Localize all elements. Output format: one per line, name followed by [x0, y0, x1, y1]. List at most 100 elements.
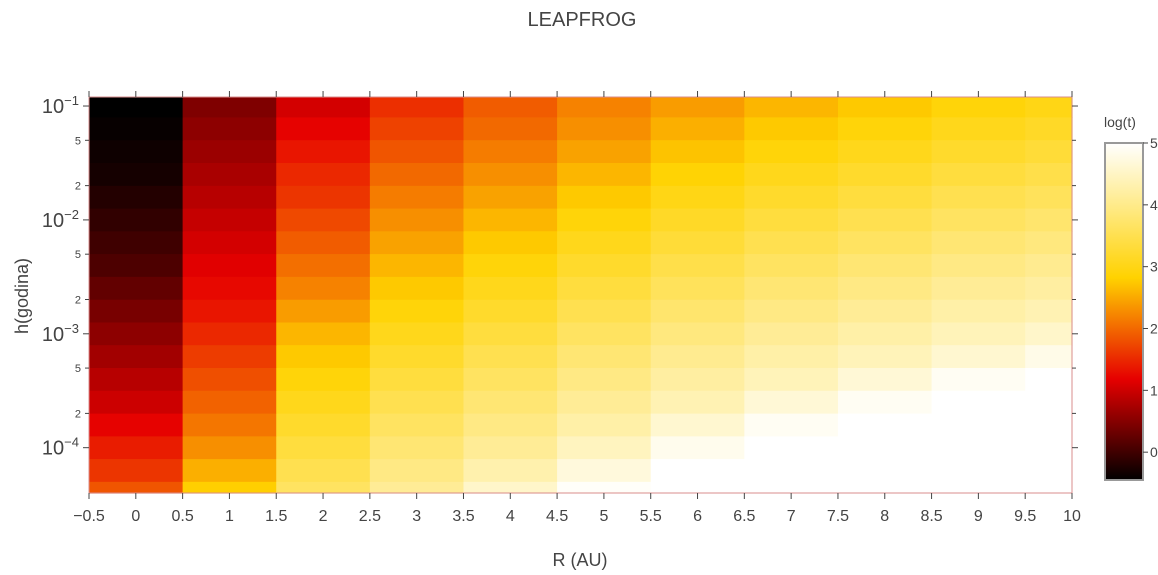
heatmap-cell: [744, 299, 839, 324]
heatmap-cell: [369, 276, 465, 301]
heatmap-cell: [463, 97, 558, 119]
heatmap-cell: [369, 162, 465, 187]
heatmap-cell: [931, 459, 1026, 483]
x-tick-label: 9: [974, 508, 983, 525]
y-tick-label-minor: 5: [75, 249, 81, 261]
heatmap-cell: [276, 162, 371, 187]
heatmap-cell: [182, 345, 277, 369]
heatmap-cell: [182, 208, 277, 232]
x-axis-title: R (AU): [553, 550, 608, 570]
heatmap-cell: [369, 254, 465, 278]
heatmap-cell: [276, 345, 371, 369]
heatmap-cell: [1025, 345, 1073, 369]
heatmap-cell: [650, 185, 745, 210]
heatmap-cell: [931, 322, 1026, 346]
heatmap-cell: [557, 97, 652, 119]
heatmap-cell: [369, 367, 465, 392]
heatmap-cell: [276, 231, 371, 255]
heatmap-cell: [744, 208, 839, 232]
x-tick-label: 1: [225, 508, 234, 525]
heatmap-cell: [89, 413, 184, 437]
heatmap-cell: [182, 162, 277, 187]
plot-frame: [88, 96, 1073, 494]
heatmap-cell: [89, 185, 184, 210]
heatmap-cell: [89, 459, 184, 483]
heatmap-cell: [369, 436, 465, 460]
heatmap-cell: [369, 117, 465, 141]
heatmap-cell: [931, 185, 1026, 210]
heatmap-cell: [89, 322, 184, 346]
heatmap-cell: [744, 459, 839, 483]
heatmap-cell: [650, 117, 745, 141]
heatmap-cell: [1025, 322, 1073, 346]
x-tick-label: 8.5: [920, 508, 942, 525]
heatmap-cell: [557, 367, 652, 392]
heatmap-cell: [650, 97, 745, 119]
y-tick-base: 10: [42, 324, 64, 346]
heatmap-cell: [557, 231, 652, 255]
heatmap-cell: [369, 390, 465, 415]
heatmap-cell: [837, 459, 933, 483]
heatmap-cell: [463, 367, 558, 392]
heatmap-cell: [837, 208, 933, 232]
heatmap-cell: [89, 140, 184, 164]
y-tick-base: 10: [42, 438, 64, 460]
x-tick-label: 5: [599, 508, 608, 525]
x-tick-label: 2.5: [359, 508, 381, 525]
heatmap-cell: [744, 231, 839, 255]
x-tick-label: 0: [131, 508, 140, 525]
y-axis-title: h(godina): [12, 258, 32, 334]
x-tick-label: 3.5: [452, 508, 474, 525]
heatmap-cell: [837, 299, 933, 324]
heatmap-cell: [650, 276, 745, 301]
chart-title: LEAPFROG: [528, 9, 637, 31]
heatmap-cell: [557, 208, 652, 232]
heatmap-cell: [369, 97, 465, 119]
x-axis: −0.5 0 0.5 1 1.5 2 2.5 3 3.5 4 4.5 5 5.5 6 6.5 7 7.5 8 8.5…: [73, 91, 1081, 525]
x-tick-label: 1.5: [265, 508, 287, 525]
heatmap-cell: [931, 140, 1026, 164]
heatmap-cell: [1025, 208, 1073, 232]
heatmap-cell: [557, 322, 652, 346]
y-tick-label-minor: 5: [75, 135, 81, 147]
heatmap-cell: [182, 390, 277, 415]
heatmap-cell: [1025, 390, 1073, 415]
x-tick-label: 5.5: [640, 508, 662, 525]
colorbar-tick-label: 0: [1150, 444, 1158, 460]
heatmap-cell: [463, 140, 558, 164]
x-tick-label: 9.5: [1014, 508, 1036, 525]
heatmap-cell: [463, 390, 558, 415]
y-tick-exponent: −2: [64, 207, 79, 222]
heatmap-cell: [276, 117, 371, 141]
heatmap-cell: [744, 140, 839, 164]
heatmap-cell: [931, 231, 1026, 255]
heatmap-cell: [557, 117, 652, 141]
heatmap-cell: [182, 322, 277, 346]
heatmap-cell: [89, 436, 184, 460]
heatmap-cell: [1025, 254, 1073, 278]
heatmap-cell: [1025, 299, 1073, 324]
heatmap-cell: [650, 436, 745, 460]
y-tick-label-minor: 2: [75, 295, 81, 307]
heatmap-cell: [369, 231, 465, 255]
heatmap-cell: [1025, 140, 1073, 164]
x-tick-label: 8: [880, 508, 889, 525]
heatmap-cell: [837, 117, 933, 141]
heatmap-cell: [1025, 162, 1073, 187]
heatmap-cell: [650, 367, 745, 392]
heatmap-cell: [463, 436, 558, 460]
heatmap-cell: [650, 345, 745, 369]
heatmap-cell: [557, 390, 652, 415]
heatmap-cell: [650, 140, 745, 164]
heatmap-cell: [182, 254, 277, 278]
heatmap-cell: [276, 276, 371, 301]
heatmap-cell: [557, 413, 652, 437]
heatmap-cell: [931, 254, 1026, 278]
heatmap-cell: [369, 140, 465, 164]
heatmap-cell: [369, 299, 465, 324]
heatmap-cell: [931, 276, 1026, 301]
y-tick-label-major: 10−2: [42, 207, 79, 232]
y-tick-label-minor: 2: [75, 181, 81, 193]
heatmap-cell: [650, 481, 745, 494]
